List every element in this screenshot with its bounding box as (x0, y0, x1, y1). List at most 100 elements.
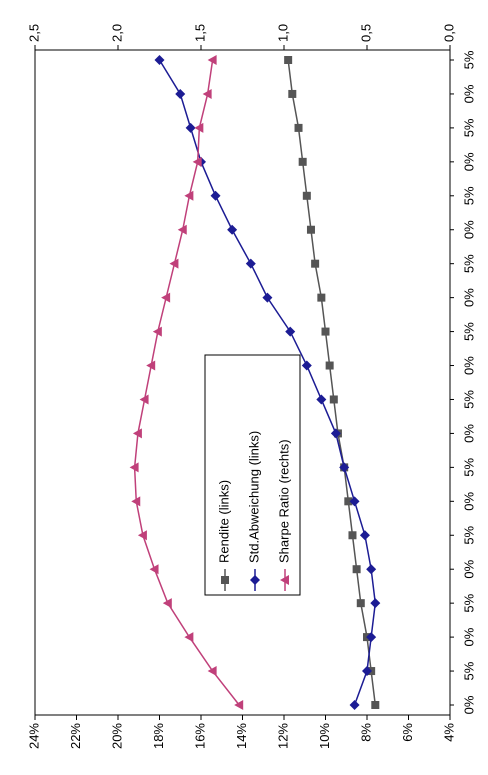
marker (169, 258, 179, 269)
marker (177, 224, 187, 235)
x-tick-label: 5% (461, 50, 476, 69)
y-tick-label: 20% (109, 723, 124, 749)
x-tick-label: 0% (461, 424, 476, 443)
marker (306, 225, 315, 234)
x-tick-label: 5% (461, 458, 476, 477)
marker (356, 599, 365, 608)
series-line (158, 59, 377, 706)
series-line (287, 59, 377, 706)
y-tick-label: 24% (26, 723, 41, 749)
marker (175, 88, 186, 99)
marker (207, 55, 217, 65)
x-tick-label: 0% (461, 288, 476, 307)
marker (210, 190, 221, 201)
x-tick-label: 5% (461, 390, 476, 409)
marker (234, 700, 244, 710)
marker (245, 258, 256, 269)
marker (325, 361, 334, 370)
x-tick-label: 5% (461, 593, 476, 612)
marker (370, 598, 381, 609)
marker (301, 360, 312, 371)
marker (284, 56, 293, 64)
y2-tick-label: 0,5 (358, 24, 373, 42)
marker (139, 394, 149, 405)
x-tick-label: 5% (461, 525, 476, 544)
y2-tick-label: 1,5 (192, 24, 207, 42)
x-tick-label: 0% (461, 627, 476, 646)
x-tick-label: 5% (461, 186, 476, 205)
marker (316, 394, 327, 405)
x-tick-label: 0% (461, 356, 476, 375)
x-tick-label: 0% (461, 695, 476, 714)
x-tick-label: 0% (461, 559, 476, 578)
legend-label: Sharpe Ratio (rechts) (276, 439, 291, 563)
legend-box (204, 354, 301, 596)
y-tick-label: 12% (275, 723, 290, 749)
y-tick-label: 8% (358, 723, 373, 742)
marker (349, 496, 360, 507)
marker (227, 224, 238, 235)
marker (294, 123, 303, 132)
marker (288, 89, 297, 98)
marker (280, 575, 289, 585)
rotated-chart: 4% 6% 8% 10% 12% 14% 16% 18% 20% 22% 24% 0,0 0,5 1,0 1… (26, 24, 476, 749)
marker (339, 462, 350, 473)
y-tick-label: 4% (441, 723, 456, 742)
series-line (133, 59, 240, 706)
marker (162, 598, 172, 609)
marker (185, 122, 196, 133)
marker (317, 293, 326, 302)
marker (137, 530, 147, 541)
y-tick-label: 14% (234, 723, 249, 749)
marker (161, 292, 171, 303)
x-tick-label: 5% (461, 254, 476, 273)
y-tick-label: 22% (68, 723, 83, 749)
marker (146, 360, 156, 371)
marker (184, 632, 194, 643)
marker (221, 576, 229, 584)
marker (348, 531, 357, 540)
legend-label: Std.Abweichung (links) (246, 431, 261, 563)
y-tick-label: 18% (151, 723, 166, 749)
x-tick-label: 5% (461, 118, 476, 137)
marker (262, 292, 273, 303)
legend-label: Rendite (links) (216, 480, 231, 563)
x-tick-label: 5% (461, 322, 476, 341)
marker (129, 462, 139, 473)
marker (344, 497, 353, 506)
x-tick-label: 0% (461, 84, 476, 103)
y-tick-label: 10% (317, 723, 332, 749)
marker (366, 564, 377, 575)
marker (298, 157, 307, 166)
marker (132, 428, 142, 439)
y-tick-label: 16% (192, 723, 207, 749)
marker (302, 191, 311, 200)
marker (131, 496, 141, 507)
marker (330, 428, 341, 439)
marker (202, 88, 212, 99)
marker (154, 55, 165, 65)
marker (184, 190, 194, 201)
marker (149, 564, 159, 575)
marker (152, 326, 162, 337)
marker (194, 122, 204, 133)
marker (285, 326, 296, 337)
marker (371, 701, 380, 709)
marker (311, 259, 320, 268)
marker (329, 395, 338, 404)
marker (321, 327, 330, 336)
marker (352, 565, 361, 574)
x-tick-label: 5% (461, 661, 476, 680)
marker (359, 530, 370, 541)
y2-tick-label: 1,0 (275, 24, 290, 42)
y2-tick-label: 2,5 (26, 24, 41, 42)
marker (192, 156, 202, 167)
marker (250, 575, 260, 585)
marker (349, 700, 360, 710)
x-tick-label: 0% (461, 152, 476, 171)
y2-tick-label: 0,0 (441, 24, 456, 42)
x-tick-label: 0% (461, 491, 476, 510)
x-tick-label: 0% (461, 220, 476, 239)
y-tick-label: 6% (400, 723, 415, 742)
